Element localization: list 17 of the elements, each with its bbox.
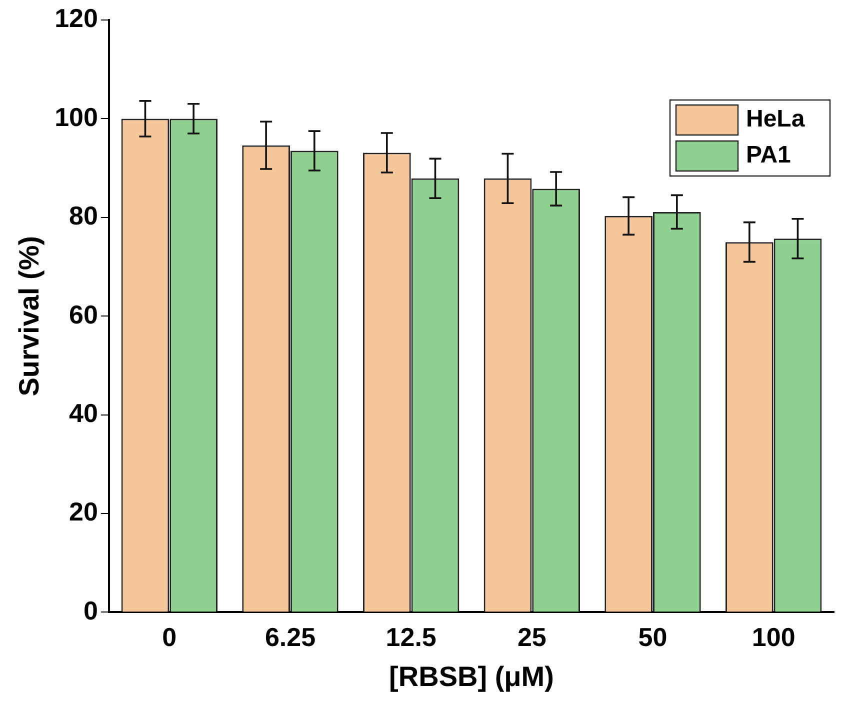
y-tick-label: 60 <box>69 299 98 330</box>
y-tick-label: 120 <box>54 3 98 34</box>
x-tick-label: 6.25 <box>264 622 316 652</box>
x-tick-label: 50 <box>638 622 668 652</box>
y-tick-label: 40 <box>69 398 98 428</box>
y-tick-label: 80 <box>69 200 98 231</box>
y-tick-label: 100 <box>54 102 98 132</box>
legend-label: PA1 <box>746 142 791 169</box>
legend-label: HeLa <box>746 106 806 133</box>
y-axis-title: Survival (%) <box>14 236 45 396</box>
y-tick-label: 0 <box>84 595 98 626</box>
x-tick-label: 12.5 <box>386 622 436 652</box>
x-axis-title: [RBSB] (μM) <box>389 660 554 692</box>
x-tick-label: 100 <box>752 622 796 652</box>
x-tick-label: 25 <box>517 622 546 652</box>
y-tick-label: 20 <box>69 496 98 527</box>
x-tick-label: 0 <box>162 622 177 652</box>
